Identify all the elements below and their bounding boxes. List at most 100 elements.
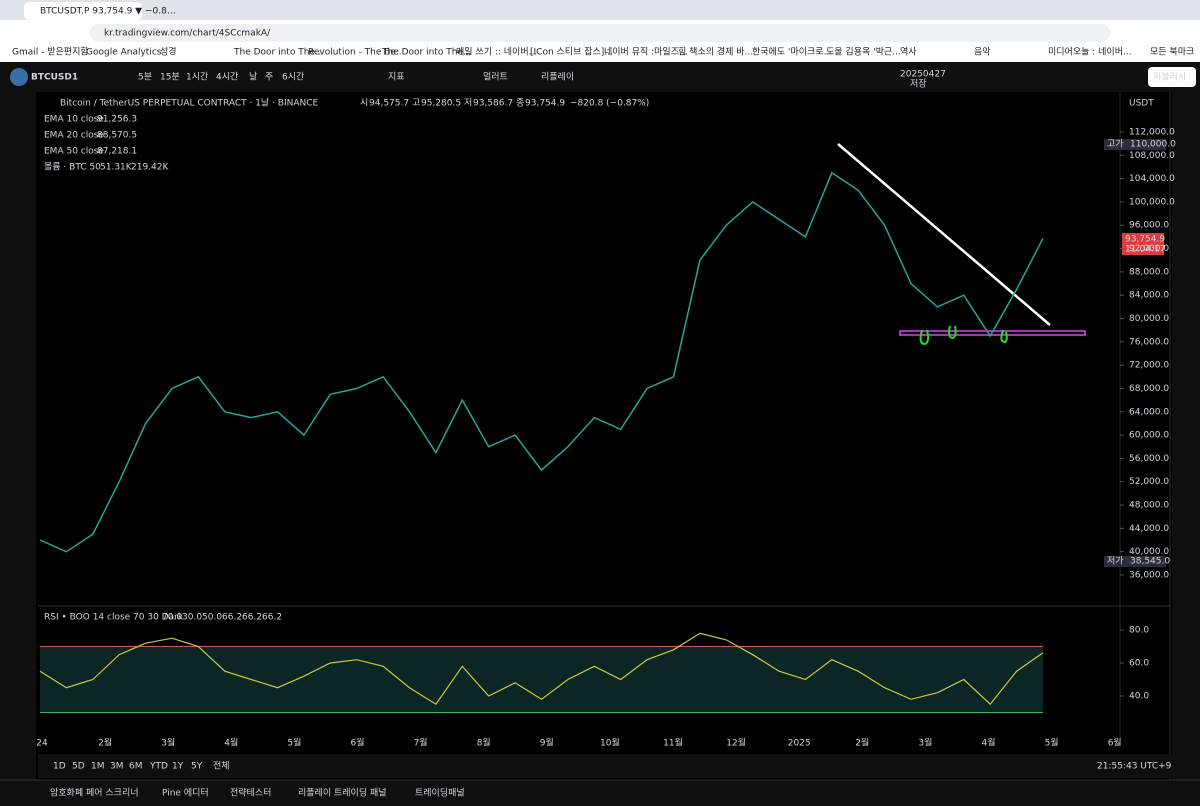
bookmark[interactable]: 힘 책소의 경제 바... [678, 46, 753, 58]
avatar[interactable] [10, 68, 28, 86]
rsi-band [40, 646, 1043, 713]
time-label: 2월 [98, 737, 112, 749]
bookmark[interactable]: 모든 북마크 [1150, 47, 1194, 58]
price-tick-label: 72,000.0 [1129, 361, 1169, 371]
ema-value: 87,218.1 [97, 147, 137, 157]
price-tick-label: 64,000.0 [1129, 407, 1169, 417]
bookmark[interactable]: Gmail - 받은편지함 [12, 46, 89, 58]
ema-value: 88,570.5 [97, 131, 137, 141]
bottom-tab[interactable]: 암호화폐 페어 스크리너 [50, 787, 139, 799]
price-tick-label: 40,000.0 [1129, 547, 1169, 557]
browser-tab[interactable] [24, 2, 142, 20]
interval-button[interactable]: 주 [265, 72, 273, 83]
bookmark[interactable]: 미디어오늘 : 네이버... [1048, 47, 1132, 58]
bottom-tab[interactable]: 전략테스터 [230, 787, 271, 799]
time-label: 2025 [788, 739, 811, 749]
ohlc-value: 95,280.5 [421, 99, 461, 109]
bookmark[interactable]: 도올 김용옥 '박근... [826, 46, 901, 58]
interval-button[interactable]: 15분 [160, 72, 180, 83]
range-button[interactable]: 1D [53, 762, 66, 772]
publish-label[interactable]: 퍼블리시 [1153, 72, 1186, 83]
price-tick-label: 104,000.0 [1129, 174, 1175, 184]
ema-legend: EMA 10 close [44, 115, 104, 125]
ohlc-value: 94,575.7 [369, 99, 409, 109]
price-tick-label: 76,000.0 [1129, 337, 1169, 347]
range-button[interactable]: 전체 [213, 761, 230, 772]
price-tick-label: 36,000.0 [1129, 570, 1169, 580]
range-button[interactable]: 6M [129, 762, 143, 772]
price-tick-label: 48,000.0 [1129, 501, 1169, 511]
indicators-button[interactable]: 지표 [388, 72, 405, 83]
bottom-tab[interactable]: 트레이딩패널 [415, 788, 465, 799]
bookmark[interactable]: Revolution - The Be... [308, 48, 405, 58]
interval-button[interactable]: 5분 [138, 72, 152, 83]
bookmark[interactable]: 메일 쓰기 :: 네이버... [456, 47, 537, 58]
rsi-legend: RSI • BOO 14 close 70 30 Dark [44, 613, 184, 623]
bookmark[interactable]: Google Analytics [86, 48, 162, 58]
volume-ma: 219.42K [131, 163, 169, 173]
bookmark[interactable]: [ICon 스티브 잡스]... [530, 46, 613, 58]
interval-button[interactable]: 4시간 [216, 72, 238, 83]
price-tick-label: 100,000.0 [1129, 197, 1175, 207]
ohlc-label: 종 [516, 98, 524, 109]
range-button[interactable]: 1M [91, 762, 105, 772]
time-label: 11월 [663, 737, 683, 749]
rsi-param: 70.0 [162, 613, 182, 623]
ohlc-label: 고 [412, 99, 420, 109]
trend-line-drawing[interactable] [837, 143, 1051, 326]
time-label: 5월 [287, 737, 301, 749]
rsi-param: 66.2 [262, 613, 282, 623]
right-sidebar [1172, 92, 1200, 780]
interval-button[interactable]: 날 [249, 72, 257, 83]
address-bar[interactable] [90, 24, 1110, 42]
price-tick-label: 92,000.0 [1129, 244, 1169, 254]
time-label: 9월 [540, 737, 554, 749]
rsi-param: 66.2 [222, 613, 242, 623]
time-label: 10월 [600, 737, 620, 749]
save-label: 저장 [910, 79, 927, 90]
bottom-tabs [0, 780, 1200, 806]
low-label: 저가 [1107, 556, 1124, 567]
alert-button[interactable]: 얼러트 [483, 72, 508, 83]
bookmark[interactable]: 성경 [160, 46, 177, 58]
range-button[interactable]: 5Y [191, 762, 203, 772]
ohlc-label: 저 [464, 98, 472, 109]
bookmark[interactable]: The Door into The... [381, 48, 472, 58]
interval-button[interactable]: 6시간 [282, 72, 304, 83]
time-label: 4월 [224, 737, 238, 749]
bookmark[interactable]: 네이버 뮤직 :마일즈... [604, 47, 688, 58]
rsi-line [39, 632, 1044, 706]
replay-button[interactable]: 리플레이 [541, 72, 574, 83]
bottom-tab[interactable]: Pine 에디터 [162, 788, 209, 799]
rsi-tick-label: 60.0 [1129, 658, 1149, 668]
publish-button[interactable] [1148, 67, 1196, 87]
rsi-tick-label: 40.0 [1129, 691, 1149, 701]
price-tick-label: 68,000.0 [1129, 384, 1169, 394]
price-tick-label: 108,000.0 [1129, 151, 1175, 161]
bookmark[interactable]: 역사 [900, 47, 917, 58]
chart-title: Bitcoin / TetherUS PERPETUAL CONTRACT · … [60, 98, 319, 109]
price-tick-label: 44,000.0 [1129, 524, 1169, 534]
hand-drawn-marks[interactable] [919, 325, 1008, 346]
time-label: 12월 [726, 737, 746, 749]
bottom-tab[interactable]: 리플레이 트레이딩 패널 [298, 788, 387, 799]
left-toolbar [0, 92, 36, 780]
bookmark[interactable]: The Door into The... [233, 48, 324, 58]
range-bar [38, 754, 1172, 778]
range-button[interactable]: YTD [149, 762, 168, 772]
layout-name[interactable]: 20250427 [900, 70, 946, 80]
range-button[interactable]: 5D [72, 762, 85, 772]
bookmark[interactable]: 음악 [974, 46, 991, 58]
interval-button[interactable]: 1시간 [186, 72, 208, 83]
rsi-tick-label: 80.0 [1129, 625, 1149, 635]
ema-value: 91,256.3 [97, 115, 137, 125]
currency-selector[interactable]: USDT [1129, 99, 1154, 109]
price-tick-label: 88,000.0 [1129, 267, 1169, 277]
bookmark[interactable]: 한국에도 '마이크로... [752, 47, 832, 58]
range-button[interactable]: 1Y [172, 762, 184, 772]
range-button[interactable]: 3M [110, 762, 124, 772]
symbol[interactable]: BTCUSD1 [31, 73, 78, 83]
ema-legend: EMA 20 close [44, 131, 104, 141]
last-price: 93,754.9 [1125, 235, 1165, 245]
